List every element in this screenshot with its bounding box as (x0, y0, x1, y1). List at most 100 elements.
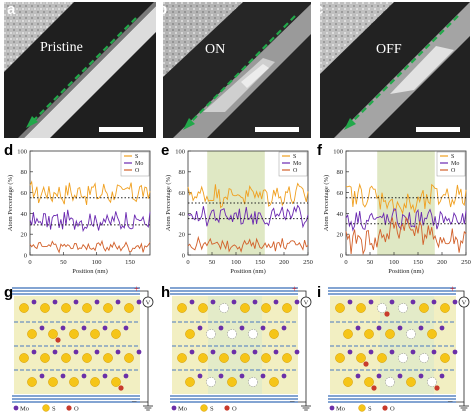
y-tick-label: 60 (337, 190, 344, 197)
y-tick-label: 40 (21, 211, 28, 218)
mo-atom (368, 349, 374, 355)
mo-atom (218, 373, 224, 379)
panel-letter-f: f (317, 142, 322, 159)
vacancy (248, 377, 258, 387)
plus-sign: + (450, 284, 455, 294)
vacancy (219, 303, 229, 313)
schematic-h: V + – Mo S O (170, 284, 312, 412)
mo-atom (31, 349, 37, 355)
mo-atom (376, 373, 382, 379)
wire-bottom (298, 307, 307, 403)
x-tick-label: 100 (231, 259, 241, 266)
y-tick-label: 60 (179, 190, 186, 197)
mo-atom (252, 349, 258, 355)
mo-atom (210, 349, 216, 355)
legend-label-o: O (135, 168, 140, 174)
legend-label-mo: Mo (135, 161, 143, 167)
x-axis-label: Position (nm) (72, 268, 108, 275)
mo-atom (81, 325, 87, 331)
s-atom (335, 303, 345, 313)
panel-letter-a: a (7, 1, 16, 18)
legend-label-o: O (451, 168, 456, 174)
tem-label-on: ON (205, 42, 226, 57)
legend-label-mo: Mo (451, 161, 459, 167)
y-tick-label: 40 (337, 211, 344, 218)
s-atom (103, 303, 113, 313)
y-axis-label: Atom Percentage (%) (165, 175, 172, 231)
x-tick-label: 50 (367, 259, 374, 266)
s-atom (90, 329, 100, 339)
vacancy (427, 377, 437, 387)
mo-atom (368, 299, 374, 305)
mo-atom (376, 325, 382, 331)
mo-atom (418, 325, 424, 331)
s-atom (124, 303, 134, 313)
s-atom (40, 353, 50, 363)
s-atom (269, 377, 279, 387)
mo-atom (260, 373, 266, 379)
legend-s-label: S (210, 405, 214, 412)
s-atom (406, 377, 416, 387)
mo-atom (273, 299, 279, 305)
mo-atom (189, 299, 195, 305)
s-atom (19, 353, 29, 363)
series-line-s (187, 182, 309, 209)
mo-atom (431, 299, 437, 305)
minus-sign: – (447, 396, 453, 406)
tem-panel-c: c OFF (315, 1, 470, 138)
legend-label-o: O (293, 168, 298, 174)
plot-frame (29, 150, 151, 256)
mo-atom (39, 373, 45, 379)
s-atom (177, 303, 187, 313)
legend-mo-label: Mo (336, 405, 345, 412)
legend-label-s: S (451, 154, 454, 160)
panel-letter-g: g (4, 284, 14, 301)
series-line-o (187, 235, 309, 253)
legend-o-label: O (232, 405, 237, 412)
s-atom (82, 303, 92, 313)
mo-atom (239, 373, 245, 379)
y-axis-label: Atom Percentage (%) (323, 175, 330, 231)
voltage-source-label: V (146, 300, 151, 307)
legend-label-mo: Mo (293, 161, 301, 167)
mo-atom (231, 349, 237, 355)
s-atom (90, 377, 100, 387)
x-tick-label: 50 (60, 259, 67, 266)
y-tick-label: 0 (24, 252, 27, 259)
panel-letter-c: c (315, 1, 324, 18)
s-atom (177, 353, 187, 363)
mo-atom (260, 325, 266, 331)
o-atom (363, 361, 369, 367)
schematic-g: V + – Mo S O (12, 284, 154, 412)
mo-atom (189, 349, 195, 355)
s-atom (385, 329, 395, 339)
legend-o-icon (66, 405, 72, 411)
mo-atom (239, 325, 245, 331)
wire-top (140, 290, 149, 297)
o-atom (118, 385, 124, 391)
mo-atom (73, 349, 79, 355)
legend-s-label: S (368, 405, 372, 412)
s-atom (27, 329, 37, 339)
s-atom (198, 303, 208, 313)
s-atom (69, 329, 79, 339)
mo-atom (389, 299, 395, 305)
panel-letter-i: i (317, 284, 322, 301)
s-atom (19, 303, 29, 313)
y-tick-label: 20 (21, 232, 28, 239)
vacancy (227, 329, 237, 339)
s-atom (219, 353, 229, 363)
s-atom (69, 377, 79, 387)
y-tick-label: 100 (333, 148, 343, 155)
s-atom (48, 329, 58, 339)
x-tick-label: 150 (255, 259, 265, 266)
mo-atom (452, 349, 458, 355)
wire-bottom (140, 307, 149, 403)
vacancy (248, 329, 258, 339)
s-atom (364, 377, 374, 387)
x-tick-label: 150 (413, 259, 423, 266)
s-atom (185, 377, 195, 387)
s-atom (343, 377, 353, 387)
plot-frame (345, 150, 467, 256)
mo-atom (197, 373, 203, 379)
